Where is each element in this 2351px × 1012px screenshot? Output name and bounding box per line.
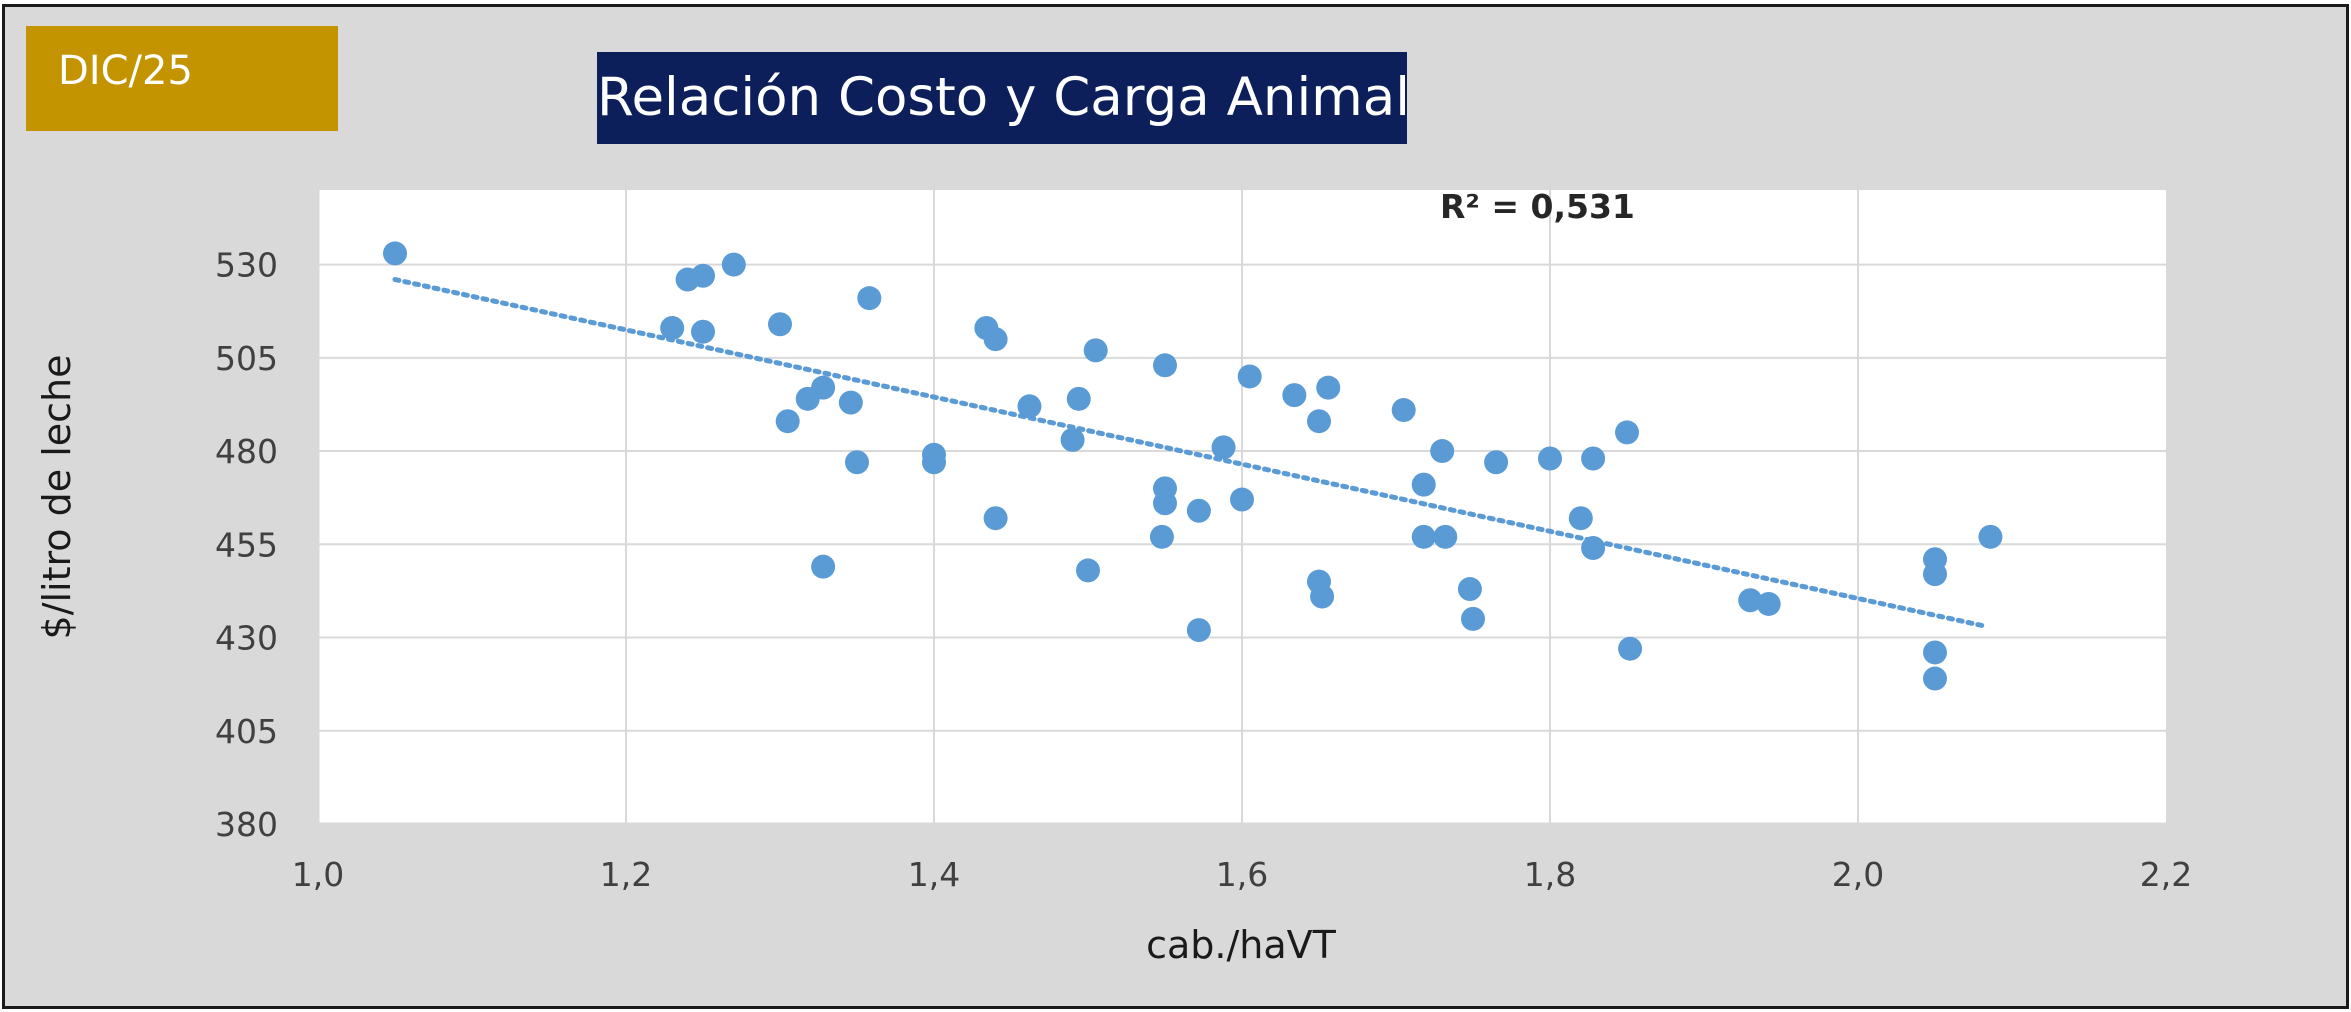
x-tick-label: 1,2 bbox=[600, 855, 652, 894]
chart-title: Relación Costo y Carga Animal bbox=[597, 52, 1410, 144]
y-tick-label: 480 bbox=[215, 432, 278, 471]
data-point bbox=[383, 241, 407, 266]
data-point bbox=[768, 312, 792, 337]
data-point bbox=[775, 409, 800, 434]
data-point bbox=[1581, 536, 1606, 561]
data-point bbox=[1756, 591, 1781, 616]
y-tick-label: 455 bbox=[215, 525, 278, 564]
data-point bbox=[811, 375, 836, 400]
x-tick-label: 1,4 bbox=[908, 855, 960, 894]
data-point bbox=[1538, 446, 1562, 471]
data-point bbox=[1237, 364, 1262, 389]
axes bbox=[316, 190, 2166, 826]
data-point bbox=[1391, 398, 1416, 423]
x-tick-label: 2,2 bbox=[2140, 855, 2192, 894]
data-point bbox=[1186, 618, 1211, 643]
trendline-group bbox=[392, 277, 1989, 629]
data-point bbox=[1433, 524, 1458, 549]
data-point bbox=[1978, 524, 2003, 549]
data-point bbox=[1411, 524, 1436, 549]
data-point bbox=[1618, 636, 1643, 661]
data-point bbox=[1017, 394, 1042, 419]
data-point bbox=[811, 554, 836, 579]
data-point bbox=[1066, 386, 1091, 411]
data-point bbox=[1461, 606, 1485, 631]
y-tick-label: 505 bbox=[215, 339, 278, 378]
data-points bbox=[383, 241, 2003, 691]
x-axis-label: cab./haVT bbox=[1146, 923, 1337, 967]
data-point bbox=[1282, 383, 1307, 408]
data-point bbox=[1923, 640, 1947, 665]
data-point bbox=[1457, 577, 1482, 602]
data-point bbox=[1568, 506, 1593, 531]
x-tick-label: 1,8 bbox=[1524, 855, 1576, 894]
r-squared-annotation: R² = 0,531 bbox=[1440, 187, 1635, 226]
data-point bbox=[838, 390, 863, 415]
data-point bbox=[1211, 435, 1236, 460]
data-point bbox=[983, 327, 1008, 352]
data-point bbox=[1430, 439, 1455, 464]
data-point bbox=[1581, 446, 1606, 471]
y-tick-label: 405 bbox=[215, 712, 278, 751]
data-point bbox=[1076, 558, 1100, 583]
date-badge: DIC/25 bbox=[26, 26, 338, 131]
grid-lines bbox=[318, 190, 2166, 824]
trendline bbox=[392, 277, 1989, 629]
y-tick-label: 380 bbox=[215, 805, 278, 844]
tick-labels: 380 405 430 455 480 505 530 1,0 1,2 1,4 1,6 1,8 2,0 2… bbox=[215, 246, 2192, 894]
x-tick-label: 1,6 bbox=[1216, 855, 1268, 894]
data-point bbox=[1149, 524, 1174, 549]
x-tick-label: 1,0 bbox=[292, 855, 344, 894]
data-point bbox=[1060, 427, 1085, 452]
y-axis-label: $/litro de leche bbox=[35, 355, 79, 640]
data-point bbox=[1307, 409, 1331, 434]
data-point bbox=[1484, 450, 1509, 475]
x-tick-label: 2,0 bbox=[1832, 855, 1884, 894]
data-point bbox=[922, 450, 946, 475]
data-point bbox=[1083, 338, 1108, 363]
data-point bbox=[1615, 420, 1639, 445]
y-tick-label: 530 bbox=[215, 246, 278, 285]
y-tick-label: 430 bbox=[215, 619, 278, 658]
data-point bbox=[1923, 666, 1947, 691]
data-point bbox=[1186, 498, 1211, 523]
data-point bbox=[1230, 487, 1254, 512]
data-point bbox=[1153, 353, 1177, 378]
data-point bbox=[1411, 472, 1436, 497]
data-point bbox=[1310, 584, 1335, 609]
data-point bbox=[1923, 562, 1947, 587]
data-point bbox=[1738, 588, 1763, 613]
data-point bbox=[1153, 491, 1177, 516]
data-point bbox=[983, 506, 1008, 531]
data-point bbox=[1316, 375, 1341, 400]
data-point bbox=[660, 315, 685, 340]
data-point bbox=[721, 252, 746, 277]
data-point bbox=[691, 319, 715, 344]
data-point bbox=[845, 450, 869, 475]
data-point bbox=[857, 286, 882, 311]
data-point bbox=[691, 263, 715, 288]
